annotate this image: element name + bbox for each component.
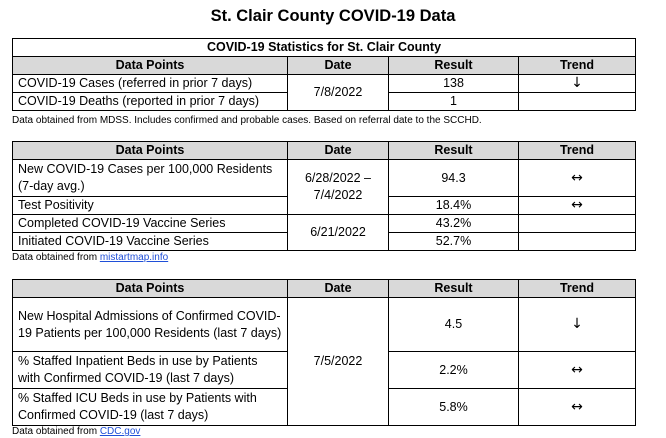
row-result: 52.7% — [388, 232, 519, 251]
row-label: Completed COVID-19 Vaccine Series — [12, 214, 288, 233]
row-label: New COVID-19 Cases per 100,000 Residents… — [12, 159, 288, 197]
source-note: Data obtained from CDC.gov — [12, 426, 140, 438]
table-caption: COVID-19 Statistics for St. Clair County — [11, 38, 637, 57]
row-result: 1 — [388, 92, 519, 111]
row-trend — [518, 232, 636, 251]
header-date: Date — [287, 279, 389, 298]
page-title: St. Clair County COVID-19 Data — [210, 7, 456, 25]
header-result: Result — [388, 56, 519, 75]
row-result: 2.2% — [388, 351, 519, 389]
row-label: % Staffed Inpatient Beds in use by Patie… — [12, 351, 288, 389]
row-date: 6/21/2022 — [287, 214, 389, 251]
mistartmap-link[interactable]: mistartmap.info — [99, 252, 169, 263]
table-row: COVID-19 Cases (referred in prior 7 days… — [12, 74, 637, 111]
table-row: New COVID-19 Cases per 100,000 Residents… — [12, 159, 636, 215]
header-trend: Trend — [518, 141, 636, 160]
row-label: COVID-19 Cases (referred in prior 7 days… — [12, 74, 288, 93]
row-result: 18.4% — [388, 196, 519, 215]
left-right-arrow-icon: ↔ — [571, 197, 583, 213]
down-arrow-icon: ↓ — [571, 75, 583, 91]
row-date: 6/28/2022 – 7/4/2022 — [287, 159, 389, 215]
header-trend: Trend — [517, 56, 637, 75]
row-date: 7/8/2022 — [287, 74, 389, 111]
row-label: Initiated COVID-19 Vaccine Series — [12, 232, 288, 251]
hospital-table: Data Points Date Result Trend New Hospit… — [12, 279, 636, 426]
row-label: COVID-19 Deaths (reported in prior 7 day… — [12, 92, 288, 111]
source-note-prefix: Data obtained from — [12, 252, 100, 263]
down-arrow-icon: ↓ — [571, 316, 583, 332]
header-trend: Trend — [518, 279, 636, 298]
table-row: Completed COVID-19 Vaccine Series 6/21/2… — [12, 214, 636, 251]
table-row: % Staffed ICU Beds in use by Patients wi… — [12, 388, 636, 426]
header-data-points: Data Points — [12, 141, 288, 160]
header-result: Result — [388, 279, 519, 298]
testing-vaccine-table: Data Points Date Result Trend New COVID-… — [12, 141, 636, 251]
row-date: 7/5/2022 — [287, 297, 389, 426]
header-result: Result — [388, 141, 519, 160]
date-range-start: 6/28/2022 – — [304, 171, 372, 185]
left-right-arrow-icon: ↔ — [571, 361, 583, 378]
header-date: Date — [287, 141, 389, 160]
row-result: 5.8% — [388, 388, 519, 426]
cdc-link[interactable]: CDC.gov — [99, 426, 141, 437]
county-statistics-table: COVID-19 Statistics for St. Clair County… — [11, 38, 637, 111]
date-range-end: 7/4/2022 — [313, 188, 363, 202]
table-row: New Hospital Admissions of Confirmed COV… — [12, 297, 636, 426]
source-note-prefix: Data obtained from — [12, 426, 100, 437]
header-date: Date — [287, 56, 389, 75]
row-label: New Hospital Admissions of Confirmed COV… — [12, 297, 288, 352]
source-note: Data obtained from MDSS. Includes confir… — [12, 115, 482, 126]
row-result: 94.3 — [388, 159, 519, 197]
row-result: 138 — [388, 74, 519, 93]
table-row: COVID-19 Deaths (reported in prior 7 day… — [12, 92, 637, 111]
row-trend — [517, 92, 637, 111]
header-data-points: Data Points — [12, 56, 288, 75]
source-note: Data obtained from mistartmap.info — [12, 252, 168, 264]
table-row: Test Positivity 18.4% ↔ — [12, 196, 636, 215]
row-result: 43.2% — [388, 214, 519, 233]
left-right-arrow-icon: ↔ — [571, 398, 583, 415]
row-label: % Staffed ICU Beds in use by Patients wi… — [12, 388, 288, 426]
row-label: Test Positivity — [12, 196, 288, 215]
row-result: 4.5 — [388, 297, 519, 352]
table-row: Initiated COVID-19 Vaccine Series 52.7% — [12, 232, 636, 251]
row-trend — [518, 214, 636, 233]
header-data-points: Data Points — [12, 279, 288, 298]
left-right-arrow-icon: ↔ — [571, 169, 583, 186]
